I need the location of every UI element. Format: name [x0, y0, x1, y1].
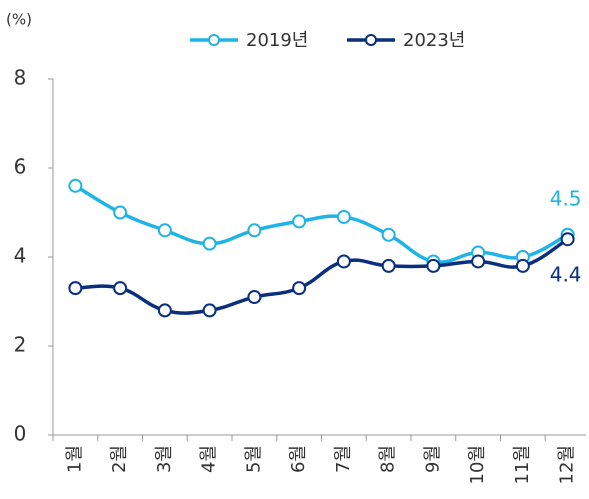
- point: [336, 254, 351, 269]
- x-tick-label: 11월: [512, 445, 533, 484]
- point: [157, 223, 172, 238]
- data-label: 4.4: [550, 263, 582, 287]
- legend-label: 2019년: [246, 30, 308, 51]
- x-tick-label: 7월: [333, 445, 354, 473]
- line: [74, 184, 569, 264]
- point: [247, 290, 262, 305]
- x-tick-label: 10월: [467, 445, 488, 484]
- x-tick-label: 8월: [378, 445, 399, 473]
- y-axis-label: (%): [6, 11, 32, 29]
- x-tick-label: 1월: [64, 445, 85, 473]
- point: [113, 205, 128, 220]
- point: [471, 254, 486, 269]
- point: [292, 214, 307, 229]
- point: [560, 232, 575, 247]
- point: [426, 258, 441, 273]
- y-tick-label: 8: [14, 66, 27, 90]
- x-tick-label: 12월: [557, 445, 578, 484]
- x-tick-label: 5월: [243, 445, 264, 473]
- point: [381, 258, 396, 273]
- point: [515, 258, 530, 273]
- legend-marker: [365, 34, 377, 46]
- x-tick-label: 3월: [154, 445, 175, 473]
- x-tick-label: 4월: [199, 445, 220, 473]
- point: [202, 303, 217, 318]
- y-tick-label: 0: [14, 422, 27, 446]
- point: [381, 227, 396, 242]
- x-tick-label: 9월: [422, 445, 443, 473]
- y-tick-label: 6: [14, 155, 27, 179]
- line: [75, 237, 569, 315]
- point: [292, 281, 307, 296]
- x-tick-label: 2월: [109, 445, 130, 473]
- legend-marker: [208, 34, 220, 46]
- point: [113, 281, 128, 296]
- point: [202, 236, 217, 251]
- point: [157, 303, 172, 318]
- point: [68, 281, 83, 296]
- y-tick-label: 2: [14, 333, 27, 357]
- y-tick-label: 4: [14, 244, 27, 268]
- point: [336, 209, 351, 224]
- x-tick-label: 6월: [288, 445, 309, 473]
- legend-label: 2023년: [403, 30, 465, 51]
- point: [247, 223, 262, 238]
- point: [68, 178, 83, 193]
- data-label: 4.5: [550, 186, 582, 210]
